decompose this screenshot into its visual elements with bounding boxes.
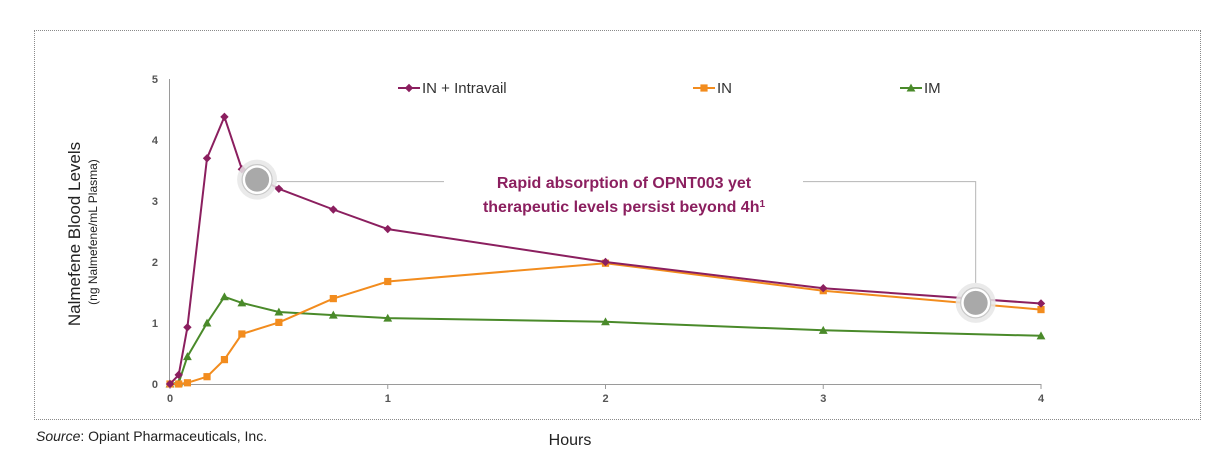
y-axis-title: Nalmefene Blood Levels (65, 142, 84, 326)
source-label: Source (36, 428, 81, 444)
highlight-dot (245, 167, 270, 192)
data-point-diamond (819, 284, 828, 293)
annotation: Rapid absorption of OPNT003 yet therapeut… (237, 159, 996, 323)
legend-label: IN + Intravail (422, 80, 507, 97)
data-point-triangle (202, 318, 212, 327)
data-point-square (384, 277, 392, 286)
highlight-circle (237, 159, 278, 200)
annotation-footnote-marker: 1 (759, 199, 765, 210)
data-point-square (203, 373, 211, 381)
data-point-diamond (202, 154, 212, 163)
data-point-triangle (237, 298, 247, 307)
data-point-triangle (274, 307, 284, 316)
legend-label: IM (924, 80, 941, 97)
data-point-triangle (906, 83, 916, 92)
highlight-dot (963, 290, 988, 315)
data-point-triangle (383, 313, 393, 322)
x-tick-label: 0 (167, 393, 173, 405)
y-tick-label: 0 (152, 379, 158, 391)
axes: 0 1 2 3 4 0 1 2 3 4 5 (152, 74, 1045, 405)
data-point-triangle (601, 317, 610, 326)
data-point-diamond (165, 379, 175, 389)
y-tick-label: 3 (152, 196, 158, 208)
data-point-square (329, 295, 337, 303)
data-point-triangle (818, 325, 828, 334)
x-axis-title: Hours (548, 432, 592, 449)
annotation-connector-right (803, 181, 977, 283)
y-axis-subtitle: (ng Nalmefene/mL Plasma) (86, 159, 100, 305)
data-point-diamond (329, 205, 338, 214)
data-point-diamond (183, 323, 192, 332)
data-point-diamond (383, 224, 392, 234)
data-point-diamond (274, 184, 284, 193)
x-tick-label: 1 (385, 393, 391, 405)
data-point-triangle (1036, 331, 1046, 340)
y-tick-label: 5 (152, 74, 158, 86)
data-point-square (1037, 305, 1045, 314)
x-tick-label: 2 (602, 393, 608, 405)
data-point-square (183, 379, 192, 387)
y-tick-label: 4 (152, 135, 159, 147)
data-point-square (175, 380, 183, 388)
data-point-diamond (174, 370, 183, 380)
data-point-diamond (404, 83, 414, 93)
data-point-diamond (220, 112, 229, 122)
legend-label: IN (717, 80, 732, 97)
data-point-square (220, 356, 229, 364)
data-point-diamond (1036, 299, 1046, 308)
annotation-text-line1: Rapid absorption of OPNT003 yet (497, 175, 752, 192)
source-note: Source: Opiant Pharmaceuticals, Inc. (36, 428, 267, 444)
data-point-triangle (220, 292, 229, 301)
series-im (165, 292, 1046, 388)
highlight-circle (955, 282, 996, 323)
data-point-triangle (328, 310, 338, 319)
legend: IN + Intravail IN IM (398, 80, 941, 97)
series-line (169, 295, 1042, 385)
legend-item: IN (693, 80, 732, 97)
series-in-intravail (165, 112, 1046, 389)
series-group (165, 112, 1046, 389)
source-text: : Opiant Pharmaceuticals, Inc. (80, 428, 268, 444)
x-tick-label: 4 (1038, 393, 1045, 405)
annotation-text-line2: therapeutic levels persist beyond 4h1 (483, 199, 766, 217)
data-point-diamond (601, 257, 610, 267)
nalmefene-line-chart: 0 1 2 3 4 0 1 2 3 4 5 Rapid absorption of OPNT003 … (65, 74, 1046, 405)
data-point-square (238, 330, 246, 338)
y-tick-label: 2 (152, 257, 158, 269)
series-line (169, 115, 1042, 385)
legend-item: IN + Intravail (398, 80, 507, 97)
chart-frame (34, 30, 1201, 420)
legend-item: IM (900, 80, 941, 97)
x-axis-title-wrap: Hours (0, 432, 1136, 450)
data-point-triangle (183, 352, 192, 361)
y-tick-label: 1 (152, 318, 158, 330)
x-tick-label: 3 (820, 393, 826, 405)
data-point-square (700, 84, 708, 92)
data-point-square (275, 318, 283, 326)
